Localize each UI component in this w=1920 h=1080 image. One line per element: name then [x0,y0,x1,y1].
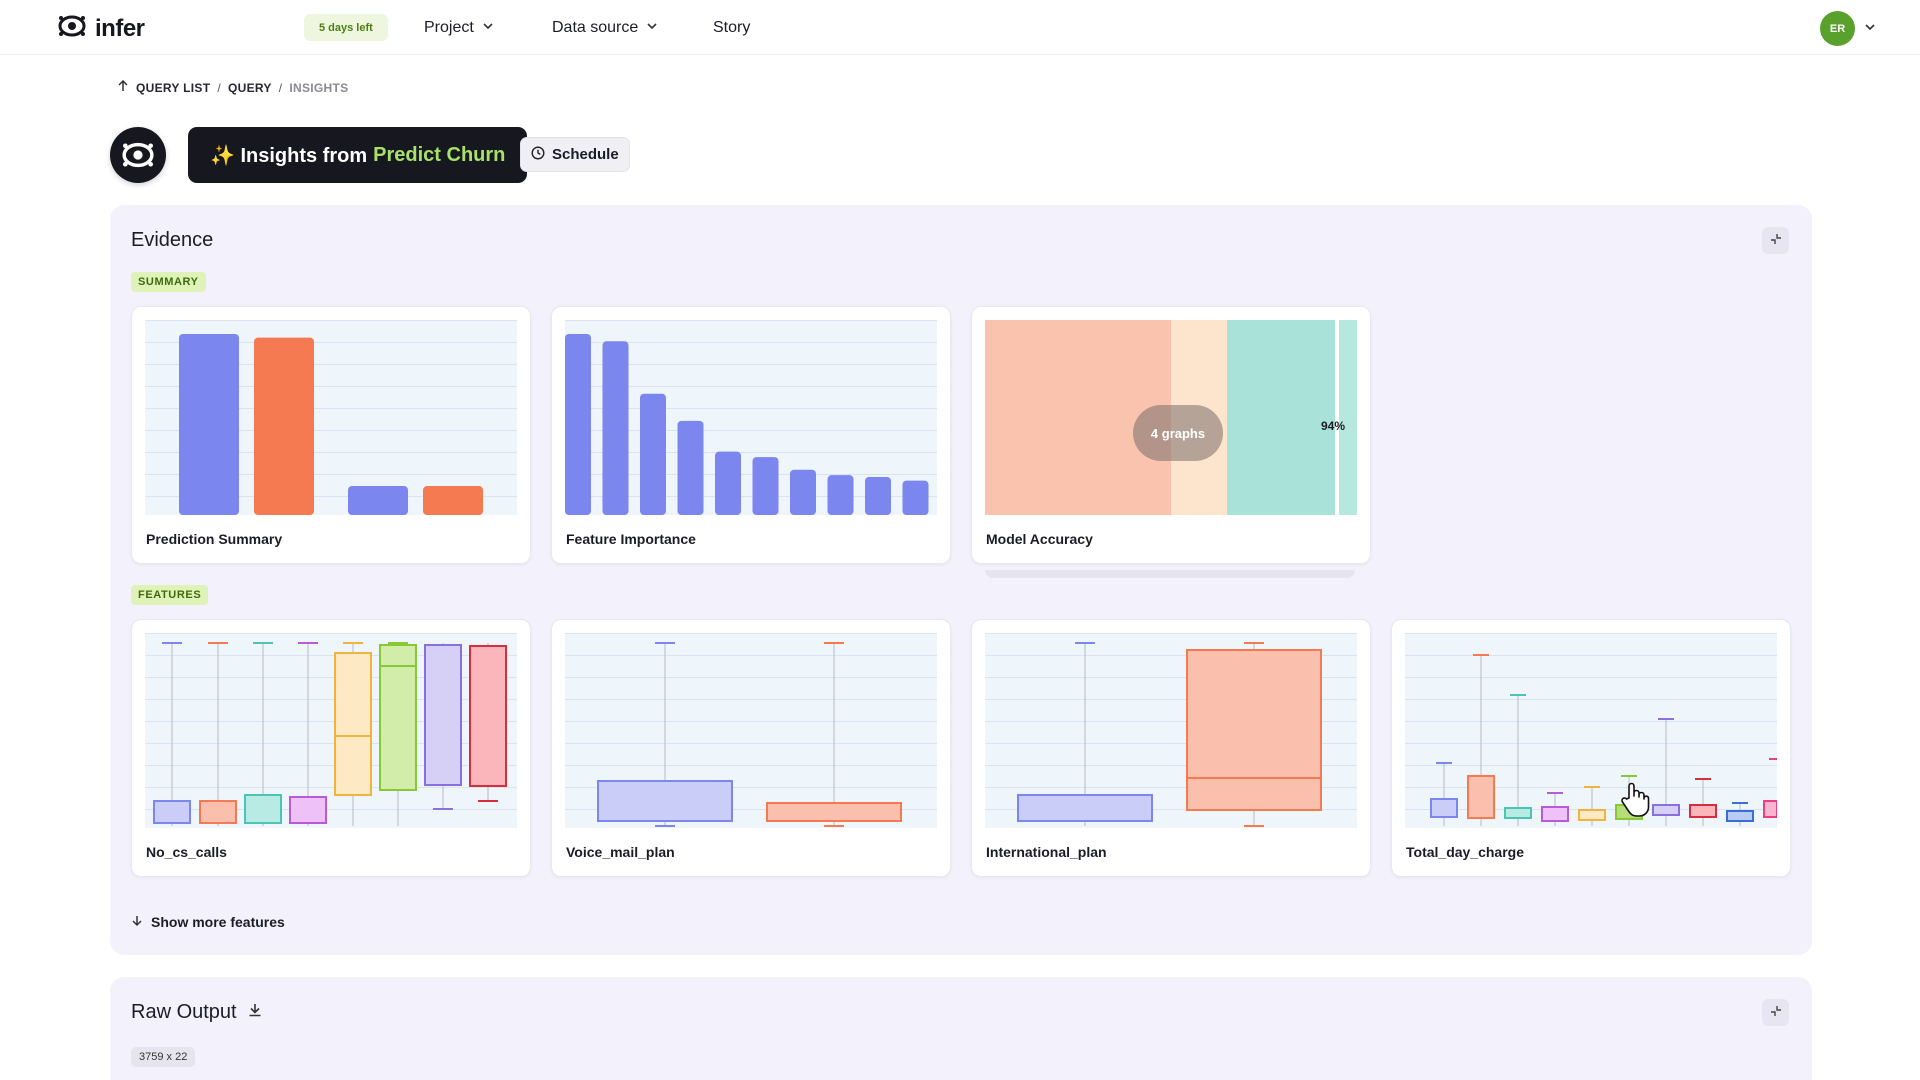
evidence-title: Evidence [131,229,214,251]
graph-count-badge[interactable]: 4 graphs [1133,405,1223,461]
boxplot-svg [1017,642,1322,827]
boxplot-svg [597,642,902,827]
card-caption: Feature Importance [566,531,696,547]
bar-9 [902,480,929,515]
boxplot-total-day-charge [1405,633,1777,828]
bar-4 [715,451,741,515]
download-icon[interactable] [247,1001,263,1024]
card-caption: No_cs_calls [146,844,227,860]
hand-cursor-icon [1620,782,1650,823]
boxplot-no-cs-calls [145,633,517,828]
raw-output-dimensions: 3759 x 22 [131,1047,196,1067]
collapse-evidence-button[interactable] [1762,227,1789,254]
feature-importance-card[interactable]: Feature Importance [551,306,951,564]
top-navigation-bar: infer 5 days left Project Data source St… [0,0,1920,55]
stacked-card-shadow [985,570,1355,578]
nav-data-source-label: Data source [552,19,639,36]
feature-card-international-plan[interactable]: International_plan [971,619,1371,877]
user-avatar[interactable]: ER [1820,11,1855,46]
breadcrumb-query-list[interactable]: QUERY LIST [136,80,211,95]
card-caption: Voice_mail_plan [566,844,675,860]
nav-data-source[interactable]: Data source [552,14,658,42]
bar-3 [677,420,704,515]
card-caption: Total_day_charge [1406,844,1525,860]
raw-output-title: Raw Output [131,1001,237,1023]
bar-1 [254,337,314,515]
boxplot-svg [153,642,507,826]
clock-icon [531,145,545,164]
app-name: infer [95,14,145,42]
breadcrumb-separator: / [278,80,283,95]
feature-card-voice-mail-plan[interactable]: Voice_mail_plan [551,619,951,877]
nav-project[interactable]: Project [424,14,494,42]
show-more-label: Show more features [151,914,285,930]
feature-importance-chart [565,320,937,515]
back-arrow-icon[interactable] [117,79,129,95]
prediction-summary-chart [145,320,517,515]
bar-0 [565,334,591,515]
card-caption: Model Accuracy [986,531,1093,547]
schedule-button[interactable]: Schedule [520,137,630,172]
breadcrumb-separator: / [217,80,221,95]
raw-output-panel: Raw Output 3759 x 22 [110,977,1812,1080]
chevron-down-icon [646,19,658,37]
bar-8 [865,476,891,515]
infer-logo-icon [57,13,87,44]
nav-story[interactable]: Story [713,14,750,42]
model-accuracy-chart: 4 graphs 94% [985,320,1357,515]
brand-icon [110,127,166,183]
bar-3 [423,486,483,515]
accuracy-value: 94% [1321,419,1346,433]
nav-story-label: Story [713,19,751,36]
schedule-label: Schedule [552,146,619,163]
bar-2 [640,393,666,515]
card-caption: International_plan [986,844,1107,860]
collapse-raw-output-button[interactable] [1762,999,1789,1026]
bar-5 [752,457,779,515]
feature-card-no-cs-calls[interactable]: No_cs_calls [131,619,531,877]
accuracy-divider [1335,320,1339,515]
bar-2 [348,486,408,515]
trial-badge[interactable]: 5 days left [304,14,388,41]
breadcrumb: QUERY LIST / QUERY / INSIGHTS [117,79,349,95]
show-more-features-button[interactable]: Show more features [131,914,285,930]
user-menu-chevron-icon[interactable] [1864,20,1876,38]
page-title-prefix: ✨ Insights from [210,144,368,167]
accuracy-block-teal [1227,320,1335,515]
features-tag: FEATURES [131,585,209,605]
nav-project-label: Project [424,19,474,36]
feature-card-total-day-charge[interactable]: Total_day_charge [1391,619,1791,877]
page-title: ✨ Insights from Predict Churn [188,127,528,183]
prediction-summary-card[interactable]: Prediction Summary [131,306,531,564]
page-title-query-name: Predict Churn [373,143,506,166]
breadcrumb-insights: INSIGHTS [289,80,349,95]
bar-0 [179,334,239,515]
bar-1 [602,341,629,515]
chevron-down-icon [482,19,494,37]
boxplot-svg [1430,654,1777,826]
collapse-icon [1770,1004,1782,1022]
app-logo[interactable]: infer [57,13,145,44]
bar-7 [827,475,854,515]
prediction-summary-bars [179,334,483,515]
arrow-down-icon [131,914,143,930]
accuracy-block-teal-light [1339,320,1357,515]
breadcrumb-query[interactable]: QUERY [227,80,272,95]
raw-output-header: Raw Output [131,1001,263,1024]
card-caption: Prediction Summary [146,531,283,547]
boxplot-voice-mail-plan [565,633,937,828]
feature-importance-bars [565,334,929,515]
bar-6 [790,469,816,515]
summary-tag: SUMMARY [131,272,206,292]
collapse-icon [1770,232,1782,250]
boxplot-international-plan [985,633,1357,828]
model-accuracy-card[interactable]: 4 graphs 94% Model Accuracy [971,306,1371,564]
